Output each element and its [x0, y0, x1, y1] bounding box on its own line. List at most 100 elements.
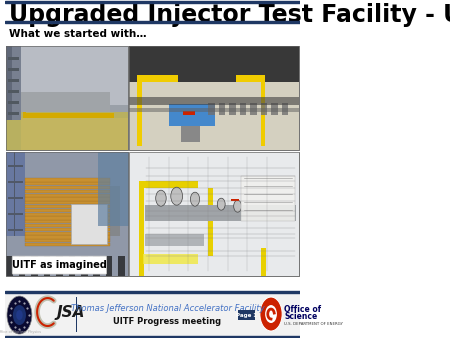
Text: U.S. DEPARTMENT OF ENERGY: U.S. DEPARTMENT OF ENERGY: [284, 322, 343, 326]
Bar: [169, 104, 215, 126]
Bar: [183, 111, 195, 115]
Bar: [76, 297, 77, 332]
Bar: [239, 103, 246, 115]
Bar: [6, 46, 128, 95]
Bar: [25, 213, 110, 216]
Bar: [71, 204, 107, 244]
Bar: [81, 256, 88, 276]
Text: Thomas Jefferson National Accelerator Facility: Thomas Jefferson National Accelerator Fa…: [71, 304, 264, 313]
Bar: [5, 291, 300, 293]
Bar: [25, 186, 110, 189]
Bar: [25, 197, 110, 200]
Bar: [6, 46, 128, 150]
Bar: [261, 78, 265, 146]
Circle shape: [156, 190, 166, 206]
Bar: [8, 101, 19, 104]
Bar: [25, 209, 110, 212]
Bar: [6, 256, 13, 276]
Text: Page 1: Page 1: [236, 313, 256, 317]
Circle shape: [16, 310, 22, 320]
Bar: [219, 103, 225, 115]
Bar: [21, 92, 110, 112]
Bar: [6, 152, 128, 276]
Text: Science: Science: [284, 312, 317, 320]
Circle shape: [265, 305, 277, 323]
Bar: [25, 182, 110, 186]
Circle shape: [234, 200, 242, 212]
Bar: [143, 254, 198, 264]
Bar: [8, 112, 19, 115]
Bar: [56, 256, 63, 276]
Bar: [21, 46, 128, 105]
Bar: [25, 243, 110, 246]
Bar: [208, 188, 213, 256]
Text: JSA: JSA: [57, 305, 85, 319]
Bar: [25, 194, 110, 197]
Bar: [8, 68, 19, 71]
Circle shape: [171, 187, 183, 205]
Bar: [22, 113, 114, 118]
Bar: [130, 152, 298, 276]
Bar: [130, 46, 298, 82]
Text: Office of: Office of: [284, 305, 321, 314]
Bar: [130, 97, 298, 105]
Bar: [25, 239, 110, 242]
Bar: [145, 205, 296, 221]
Bar: [231, 199, 239, 201]
Bar: [44, 256, 50, 276]
Bar: [6, 152, 25, 236]
Bar: [139, 181, 198, 188]
Bar: [98, 152, 130, 226]
Bar: [130, 152, 298, 276]
Bar: [236, 75, 265, 82]
Bar: [8, 181, 23, 183]
Bar: [94, 256, 100, 276]
Bar: [34, 296, 74, 333]
Bar: [8, 90, 19, 93]
Circle shape: [7, 296, 32, 334]
Bar: [25, 232, 110, 235]
Bar: [5, 1, 300, 3]
Bar: [130, 82, 298, 150]
Bar: [238, 310, 255, 320]
Bar: [25, 190, 110, 193]
Bar: [8, 197, 23, 199]
Bar: [208, 103, 215, 115]
Bar: [180, 126, 200, 142]
Bar: [229, 103, 236, 115]
Bar: [145, 234, 204, 246]
Bar: [130, 152, 298, 276]
Bar: [19, 256, 25, 276]
Bar: [110, 186, 120, 236]
Bar: [8, 79, 19, 82]
Text: Office of Nuclear Physics: Office of Nuclear Physics: [0, 330, 41, 334]
Bar: [25, 216, 110, 220]
Bar: [5, 21, 300, 23]
Circle shape: [217, 198, 225, 210]
Circle shape: [260, 297, 282, 331]
Bar: [14, 152, 15, 236]
Text: UITF as imagined: UITF as imagined: [12, 260, 107, 270]
Bar: [25, 201, 110, 204]
Bar: [8, 57, 19, 61]
Bar: [130, 108, 298, 112]
Bar: [8, 229, 23, 231]
Bar: [25, 224, 110, 227]
Bar: [130, 46, 298, 150]
Bar: [139, 181, 144, 276]
Bar: [31, 256, 38, 276]
Circle shape: [190, 192, 200, 206]
Bar: [25, 205, 110, 208]
Bar: [25, 235, 110, 239]
Bar: [6, 46, 12, 120]
Bar: [241, 176, 295, 221]
Bar: [137, 78, 142, 146]
Bar: [25, 220, 110, 223]
FancyBboxPatch shape: [12, 256, 107, 274]
Bar: [21, 118, 128, 150]
Bar: [6, 112, 128, 150]
Bar: [271, 103, 278, 115]
Bar: [8, 213, 23, 215]
Bar: [68, 256, 75, 276]
Bar: [25, 228, 110, 231]
